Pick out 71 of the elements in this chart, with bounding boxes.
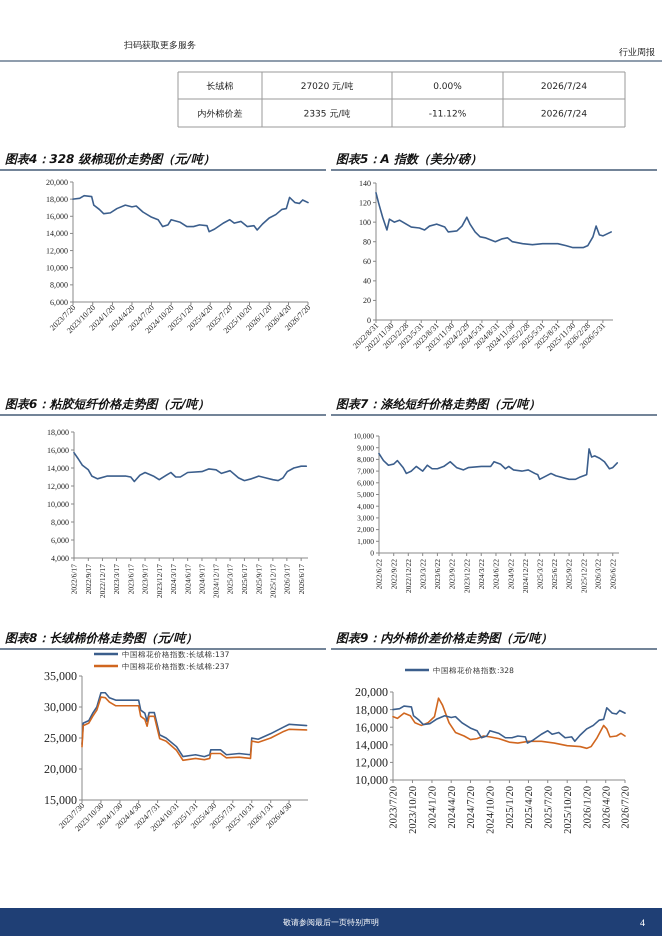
y-tick-label: 80: [363, 238, 371, 247]
y-tick-label: 12,000: [46, 246, 68, 256]
chart-title: 图表6：粘胶短纤价格走势图（元/吨）: [5, 397, 210, 411]
y-tick-label: 10,000: [46, 264, 68, 273]
line-series: [378, 448, 618, 480]
x-tick-label: 2025/7/20: [543, 786, 554, 829]
y-tick-label: 8,000: [50, 280, 68, 290]
x-tick-label: 2023/7/20: [388, 786, 400, 829]
y-tick-label: 8,000: [51, 518, 69, 527]
line-series: [72, 194, 309, 233]
y-tick-label: 18,000: [46, 194, 68, 204]
y-tick-label: 6,000: [50, 298, 68, 307]
line-series: [73, 452, 308, 482]
y-tick-label: 16,000: [355, 720, 388, 734]
y-tick-label: 60: [363, 257, 371, 266]
chart-title: 图表7：涤纶短纤价格走势图（元/吨）: [336, 397, 541, 411]
x-tick-label: 2024/10/20: [486, 786, 497, 834]
text: 扫码获取更多服务: [123, 40, 196, 51]
y-tick-label: 18,000: [355, 702, 388, 717]
text: 内外棉价差: [198, 108, 242, 120]
y-tick-label: 6,000: [51, 536, 69, 545]
chart-title: 图表5：A 指数（美分/磅）: [336, 152, 482, 166]
y-tick-label: 20,000: [355, 685, 388, 700]
text: 长绒棉: [206, 81, 234, 92]
x-tick-label: 2023/10/20: [408, 786, 420, 834]
line-series: [392, 697, 626, 750]
text: 2026/7/24: [540, 110, 588, 120]
y-tick-label: 100: [359, 218, 371, 227]
y-tick-label: 14,000: [47, 464, 69, 473]
x-tick-label: 2025/10/20: [562, 786, 574, 834]
chart-title: 图表9：内外棉价差价格走势图（元/吨）: [336, 631, 553, 645]
line-series: [392, 705, 626, 744]
x-tick-label: 2026/4/20: [601, 786, 612, 829]
y-tick-label: 0: [367, 316, 371, 325]
line-series: [375, 192, 612, 248]
x-tick-label: 2024/1/20: [428, 786, 439, 829]
y-tick-label: 20,000: [46, 178, 68, 187]
y-tick-label: 12,000: [355, 756, 388, 770]
y-tick-label: 20,000: [44, 762, 77, 776]
chart-title: 图表4：328 级棉现价走势图（元/吨）: [5, 152, 215, 166]
x-tick-label: 2024/7/20: [466, 786, 478, 829]
x-tick-label: 2026/7/20: [620, 786, 632, 829]
x-tick-label: 2024/4/20: [446, 786, 458, 829]
y-tick-label: 14,000: [46, 229, 68, 238]
y-tick-label: 16,000: [46, 212, 68, 222]
text: 2335 元/吨: [304, 108, 350, 120]
text: 2026/7/24: [540, 82, 588, 92]
y-tick-label: 20: [363, 296, 371, 306]
y-tick-label: 25,000: [44, 731, 77, 746]
y-tick-label: 10,000: [47, 500, 69, 509]
y-tick-label: 40: [363, 276, 371, 286]
y-tick-label: 30,000: [44, 700, 77, 714]
y-tick-label: 120: [359, 198, 371, 208]
text: 27020 元/吨: [300, 81, 354, 92]
text: 4: [640, 918, 645, 929]
y-tick-label: 12,000: [47, 482, 69, 491]
chart-title: 图表8：长绒棉价格走势图（元/吨）: [5, 631, 198, 645]
x-tick-label: 2025/4/20: [524, 786, 536, 829]
x-tick-label: 2026/1/20: [582, 786, 594, 829]
y-tick-label: 10,000: [355, 773, 388, 788]
x-tick-label: 2025/1/20: [505, 786, 516, 829]
y-tick-label: 18,000: [47, 428, 69, 437]
y-tick-label: 14,000: [355, 738, 388, 752]
y-tick-label: 140: [359, 178, 371, 188]
y-tick-label: 4,000: [51, 554, 69, 563]
text: -11.12%: [428, 110, 467, 120]
text: 行业周报: [619, 47, 655, 58]
text: 敬请参阅最后一页特别声明: [283, 918, 379, 927]
y-tick-label: 35,000: [44, 669, 77, 684]
y-tick-label: 16,000: [47, 446, 69, 455]
text: 0.00%: [433, 82, 462, 92]
